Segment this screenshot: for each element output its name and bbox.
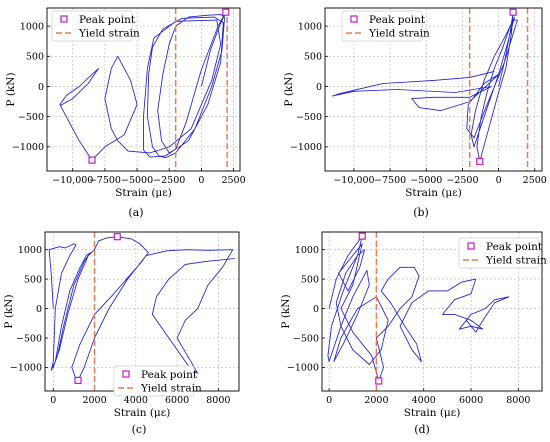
panel-label: (d) — [414, 423, 430, 436]
legend-peak-marker — [122, 370, 130, 378]
x-tick-label: −2500 — [446, 175, 478, 186]
legend — [341, 10, 423, 42]
legend-label-yield-strain: Yield strain — [78, 28, 140, 40]
load-strain-curve — [59, 11, 227, 161]
x-tick-label: −10,000 — [333, 175, 374, 186]
x-tick-label: 6000 — [459, 395, 483, 406]
legend-label-yield-strain: Yield strain — [485, 255, 547, 267]
x-tick-label: 2500 — [523, 175, 547, 186]
y-tick-label: −1000 — [12, 142, 44, 153]
x-tick-label: −7500 — [89, 175, 121, 186]
y-tick-label: 0 — [313, 304, 319, 315]
legend-label-peak-point: Peak point — [79, 14, 136, 26]
x-tick-label: −7500 — [374, 175, 406, 186]
peak-point-marker — [222, 8, 230, 16]
chart-panel-4 — [321, 231, 543, 392]
y-tick-label: −1000 — [287, 363, 319, 374]
y-axis-label: P (kN) — [283, 72, 295, 106]
chart-panel-3 — [44, 231, 240, 397]
y-axis-label: P (kN) — [280, 294, 292, 328]
x-tick-label: −10,000 — [52, 175, 93, 186]
legend-box — [458, 237, 540, 269]
y-tick-label: −1000 — [10, 363, 42, 374]
x-tick-label: 2000 — [364, 395, 388, 406]
y-tick-label: 0 — [38, 82, 44, 93]
x-tick-label: −5000 — [410, 175, 442, 186]
peak-point-marker — [113, 233, 121, 241]
x-axis-label: Strain (με) — [114, 407, 171, 419]
x-tick-label: 2500 — [221, 175, 245, 186]
chart-panel-1 — [46, 7, 241, 172]
y-tick-label: 1000 — [18, 245, 42, 256]
x-axis-label: Strain (με) — [115, 187, 172, 199]
legend-peak-marker — [350, 15, 358, 23]
y-tick-label: 500 — [24, 274, 42, 285]
y-tick-label: 0 — [36, 304, 42, 315]
peak-point-marker — [375, 377, 383, 385]
peak-point-marker — [358, 232, 366, 240]
legend-box — [341, 10, 423, 42]
plot-frame — [321, 231, 543, 392]
legend-label-yield-strain: Yield strain — [368, 28, 430, 40]
plot-frame — [324, 7, 543, 172]
x-tick-label: −5000 — [121, 175, 153, 186]
legend-box — [113, 365, 195, 397]
x-tick-label: 6000 — [165, 395, 189, 406]
x-tick-label: −2500 — [153, 175, 185, 186]
legend — [458, 237, 540, 269]
x-tick-label: 0 — [50, 395, 56, 406]
x-tick-label: 0 — [496, 175, 502, 186]
y-tick-label: −500 — [293, 333, 319, 344]
load-strain-curve — [48, 236, 235, 381]
chart-panel-2 — [324, 7, 543, 172]
y-tick-label: 500 — [301, 274, 319, 285]
x-axis-label: Strain (με) — [405, 187, 462, 199]
panel-label: (a) — [128, 206, 143, 219]
legend-peak-marker — [60, 15, 68, 23]
peak-point-marker — [88, 156, 96, 164]
legend-label-peak-point: Peak point — [486, 241, 543, 253]
x-axis-label: Strain (με) — [404, 407, 461, 419]
y-tick-label: −500 — [16, 333, 42, 344]
x-tick-label: 8000 — [506, 395, 530, 406]
y-tick-label: −500 — [296, 112, 322, 123]
y-tick-label: 1000 — [298, 21, 322, 32]
y-tick-label: 0 — [316, 82, 322, 93]
legend — [51, 10, 133, 42]
plot-frame — [46, 7, 241, 172]
legend-label-peak-point: Peak point — [141, 369, 198, 381]
y-axis-label: P (kN) — [3, 294, 15, 328]
panel-label: (b) — [413, 206, 429, 219]
x-tick-label: 4000 — [124, 395, 148, 406]
x-tick-label: 4000 — [412, 395, 436, 406]
y-tick-label: −500 — [18, 112, 44, 123]
y-tick-label: 500 — [26, 52, 44, 63]
legend-label-peak-point: Peak point — [369, 14, 426, 26]
y-axis-label: P (kN) — [5, 72, 17, 106]
legend — [113, 365, 195, 397]
peak-point-marker — [509, 8, 517, 16]
legend-peak-marker — [467, 242, 475, 250]
legend-label-yield-strain: Yield strain — [140, 383, 202, 395]
x-tick-label: 8000 — [206, 395, 230, 406]
y-tick-label: 1000 — [295, 245, 319, 256]
peak-point-marker — [74, 376, 82, 384]
y-tick-label: 500 — [304, 52, 322, 63]
peak-point-marker — [476, 157, 484, 165]
y-tick-label: 1000 — [20, 21, 44, 32]
plot-area — [45, 232, 239, 391]
y-tick-label: −1000 — [290, 142, 322, 153]
x-tick-label: 2000 — [82, 395, 106, 406]
legend-box — [51, 10, 133, 42]
x-tick-label: 0 — [198, 175, 204, 186]
x-tick-label: 0 — [326, 395, 332, 406]
panel-label: (c) — [132, 423, 147, 436]
